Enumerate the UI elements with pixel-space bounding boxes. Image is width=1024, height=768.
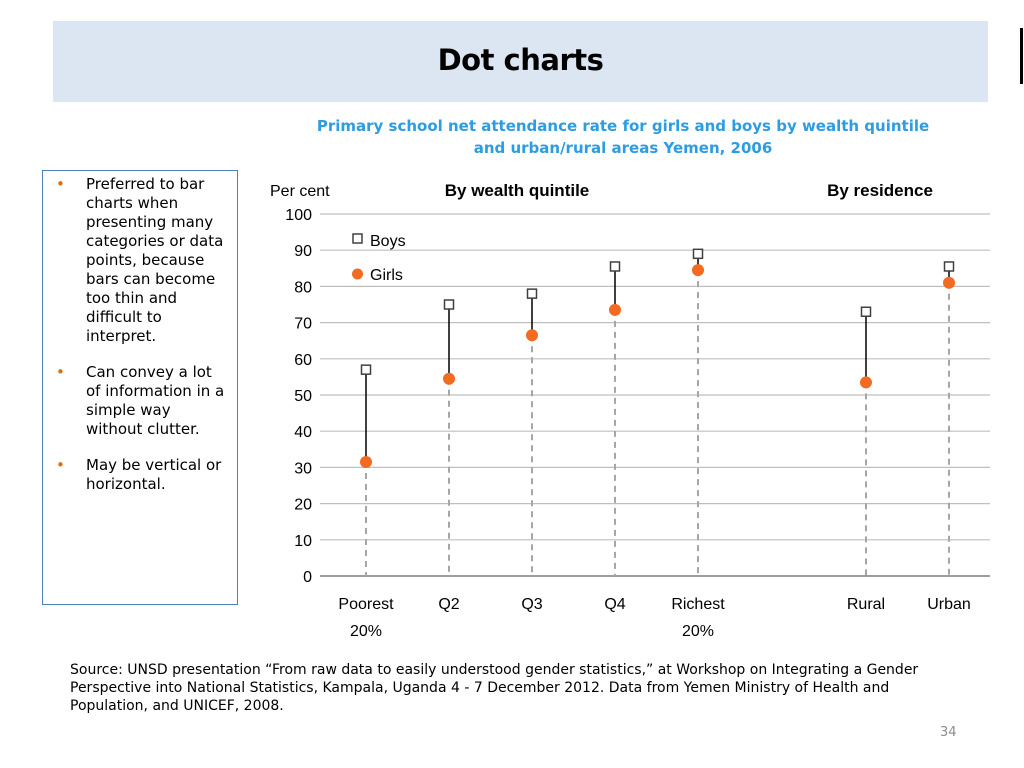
x-tick-label: Urban [927, 596, 971, 613]
x-tick-label: Q3 [521, 596, 542, 613]
girls-point [860, 376, 872, 389]
boys-point [943, 261, 955, 272]
group-label: By residence [827, 181, 933, 200]
y-tick-label: 90 [294, 243, 312, 260]
y-tick-label: 50 [294, 388, 312, 405]
boys-point [443, 299, 455, 310]
dot-chart: 0 10 20 30 40 50 60 70 80 90 100 Per cent By wealth … [270, 181, 990, 640]
girls-point [692, 264, 704, 277]
bullet-list: • Preferred to bar charts when presenting… [43, 171, 237, 494]
y-tick-label: 20 [294, 497, 312, 514]
slide-title: Dot charts [437, 43, 604, 77]
bullet-icon: • [56, 175, 65, 193]
boys-point [609, 261, 621, 272]
y-tick-label: 100 [285, 207, 312, 224]
boys-point [360, 364, 372, 375]
legend-boys-marker [352, 233, 363, 244]
bullet-text: Preferred to bar charts when presenting … [86, 175, 224, 345]
x-tick-label: Q4 [604, 596, 625, 613]
girls-point [609, 303, 621, 316]
legend-girls-marker [352, 268, 363, 280]
bullet-text: May be vertical or horizontal. [86, 456, 222, 493]
chart-title: Primary school net attendance rate for g… [316, 117, 930, 157]
y-tick-label: 80 [294, 279, 312, 296]
y-tick-label: 60 [294, 352, 312, 369]
x-tick-label: Rural [847, 596, 885, 613]
y-tick-label: 30 [294, 460, 312, 477]
girls-point [943, 276, 955, 289]
x-tick-label: 20% [682, 623, 714, 640]
girls-point [526, 329, 538, 342]
y-axis-label: Per cent [270, 183, 330, 200]
legend-boys-label: Boys [370, 233, 406, 250]
y-tick-label: 10 [294, 533, 312, 550]
bullet-icon: • [56, 456, 65, 474]
x-tick-label: Q2 [438, 596, 459, 613]
y-tick-label: 40 [294, 424, 312, 441]
page-number: 34 [940, 725, 957, 740]
boys-point [692, 248, 704, 260]
legend-girls-label: Girls [370, 267, 403, 284]
bullet-text: Can convey a lot of information in a sim… [86, 363, 225, 438]
source-note: Source: UNSD presentation “From raw data… [70, 662, 919, 714]
edge-mark [1020, 28, 1023, 84]
y-tick-label: 0 [303, 569, 312, 586]
group-label: By wealth quintile [445, 181, 590, 200]
x-tick-label: 20% [350, 623, 382, 640]
x-tick-label: Poorest [338, 596, 394, 613]
x-tick-label: Richest [671, 596, 725, 613]
slide-title-bar: Dot charts [53, 21, 988, 102]
boys-point [860, 306, 872, 317]
bullet-panel: • Preferred to bar charts when presenting… [42, 170, 238, 605]
boys-point [526, 288, 538, 299]
girls-point [443, 372, 455, 385]
bullet-item: • Can convey a lot of information in a si… [51, 363, 229, 439]
girls-point [360, 455, 372, 468]
bullet-icon: • [56, 363, 65, 381]
y-tick-label: 70 [294, 316, 312, 333]
bullet-item: • Preferred to bar charts when presenting… [51, 175, 229, 346]
bullet-item: • May be vertical or horizontal. [51, 456, 229, 494]
